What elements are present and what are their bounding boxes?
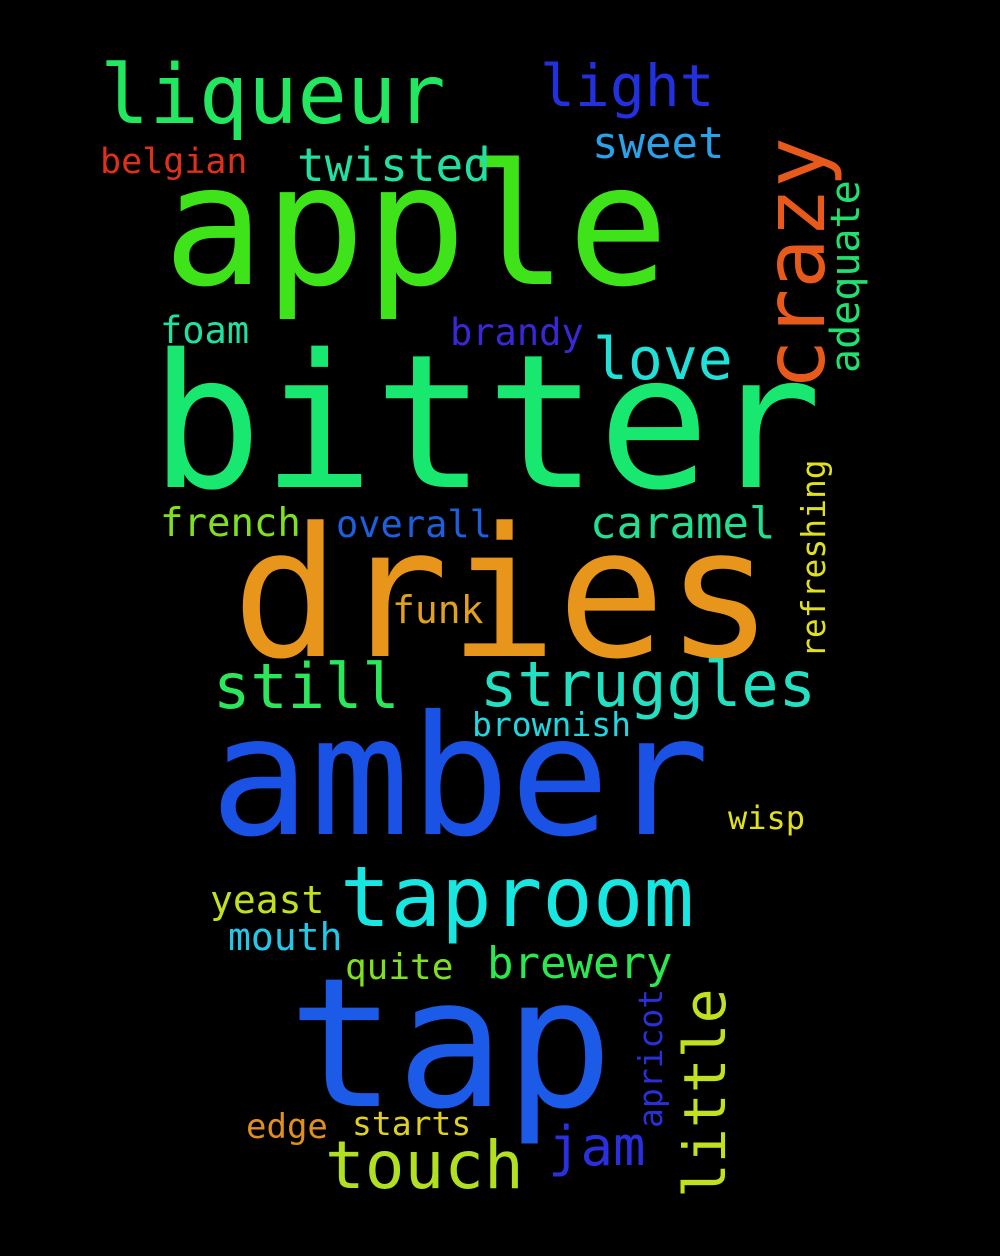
word-touch: touch — [325, 1127, 524, 1204]
word-twisted: twisted — [297, 138, 491, 192]
word-foam: foam — [160, 309, 250, 352]
word-adequate: adequate — [823, 180, 869, 373]
word-love: love — [593, 325, 733, 393]
word-struggles: struggles — [480, 648, 816, 721]
word-amber: amber — [210, 681, 710, 874]
word-belgian: belgian — [100, 142, 248, 182]
word-french: french — [160, 501, 301, 546]
word-bitter: bitter — [150, 314, 822, 531]
word-caramel: caramel — [590, 498, 776, 549]
word-wisp: wisp — [728, 799, 806, 837]
word-still: still — [213, 650, 400, 723]
word-sweet: sweet — [592, 118, 725, 169]
word-brandy: brandy — [450, 311, 584, 354]
word-little: little — [671, 988, 739, 1198]
word-liqueur: liqueur — [100, 48, 446, 143]
word-edge: edge — [246, 1107, 328, 1147]
word-jam: jam — [548, 1115, 646, 1178]
word-starts: starts — [352, 1104, 472, 1143]
word-dries: dries — [232, 490, 774, 699]
word-overall: overall — [336, 503, 492, 546]
word-brewery: brewery — [487, 938, 673, 989]
word-refreshing: refreshing — [794, 459, 833, 658]
word-taproom: taproom — [340, 848, 695, 946]
word-apricot: apricot — [631, 988, 670, 1128]
word-funk: funk — [392, 588, 484, 632]
word-tap: tap — [288, 940, 614, 1149]
word-brownish: brownish — [472, 705, 631, 744]
word-quite: quite — [345, 947, 454, 988]
word-yeast: yeast — [210, 878, 325, 922]
word-apple: apple — [163, 128, 669, 324]
word-mouth: mouth — [228, 915, 343, 959]
word-light: light — [540, 52, 715, 120]
